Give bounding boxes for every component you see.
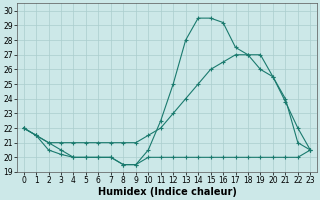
X-axis label: Humidex (Indice chaleur): Humidex (Indice chaleur) [98,187,236,197]
